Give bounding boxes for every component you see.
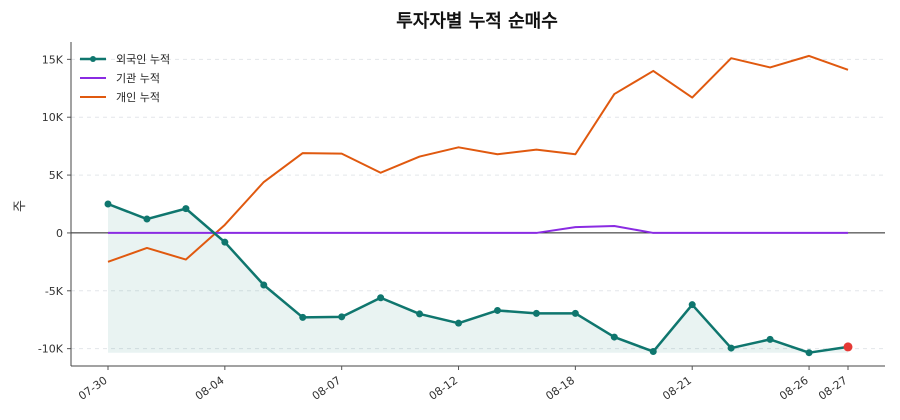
- chart-title: 투자자별 누적 순매수: [396, 11, 558, 32]
- y-tick-label: 5K: [49, 169, 64, 182]
- y-axis-label: 주: [13, 200, 28, 212]
- data-point: [377, 294, 385, 302]
- data-point: [299, 313, 307, 321]
- data-point: [455, 319, 463, 327]
- series-line-1: [108, 224, 848, 234]
- data-point: [571, 309, 579, 317]
- data-point: [805, 349, 813, 357]
- series-fill-0: [108, 204, 848, 353]
- data-point: [493, 306, 501, 314]
- data-point: [843, 342, 853, 352]
- series-line-0: [107, 202, 849, 354]
- data-point: [104, 200, 112, 208]
- legend-marker: [90, 56, 96, 62]
- x-tick-labels: 07-30 08-04 08-07 08-12 08-18 08-21 08-26 08-27: [76, 374, 850, 403]
- data-point: [688, 301, 696, 309]
- area-fills: [108, 204, 848, 353]
- y-tick-label: -5K: [45, 285, 64, 298]
- x-tick-label: 08-12: [427, 374, 461, 403]
- y-tick-label: 15K: [42, 53, 64, 66]
- x-tick-label: 08-07: [310, 374, 344, 403]
- data-point: [260, 281, 268, 289]
- data-point: [727, 344, 735, 352]
- data-point: [416, 310, 424, 318]
- x-tick-label: 07-30: [76, 374, 110, 403]
- legend-label: 기관 누적: [116, 72, 160, 85]
- y-tick-label: 10K: [42, 111, 64, 124]
- x-tick-label: 08-04: [193, 374, 227, 403]
- data-point: [221, 238, 229, 246]
- data-point: [610, 333, 618, 341]
- x-tick-label: 08-27: [816, 374, 850, 403]
- series-line-2: [107, 54, 849, 263]
- data-point: [143, 215, 151, 223]
- data-point: [766, 335, 774, 343]
- y-tick-labels: -10K -5K 0 5K 10K 15K: [38, 53, 64, 355]
- data-point: [338, 313, 346, 321]
- series-markers: [104, 200, 853, 357]
- legend-label: 외국인 누적: [116, 53, 170, 66]
- x-tick-label: 08-21: [660, 374, 694, 403]
- x-tick-label: 08-18: [543, 374, 577, 403]
- legend-label: 개인 누적: [116, 91, 160, 104]
- data-point: [532, 309, 540, 317]
- data-point: [649, 348, 657, 356]
- y-tick-label: -10K: [38, 343, 64, 356]
- x-tick-label: 08-26: [777, 374, 811, 403]
- data-point: [182, 205, 190, 213]
- series-lines: [107, 54, 849, 354]
- y-tick-label: 0: [56, 227, 63, 240]
